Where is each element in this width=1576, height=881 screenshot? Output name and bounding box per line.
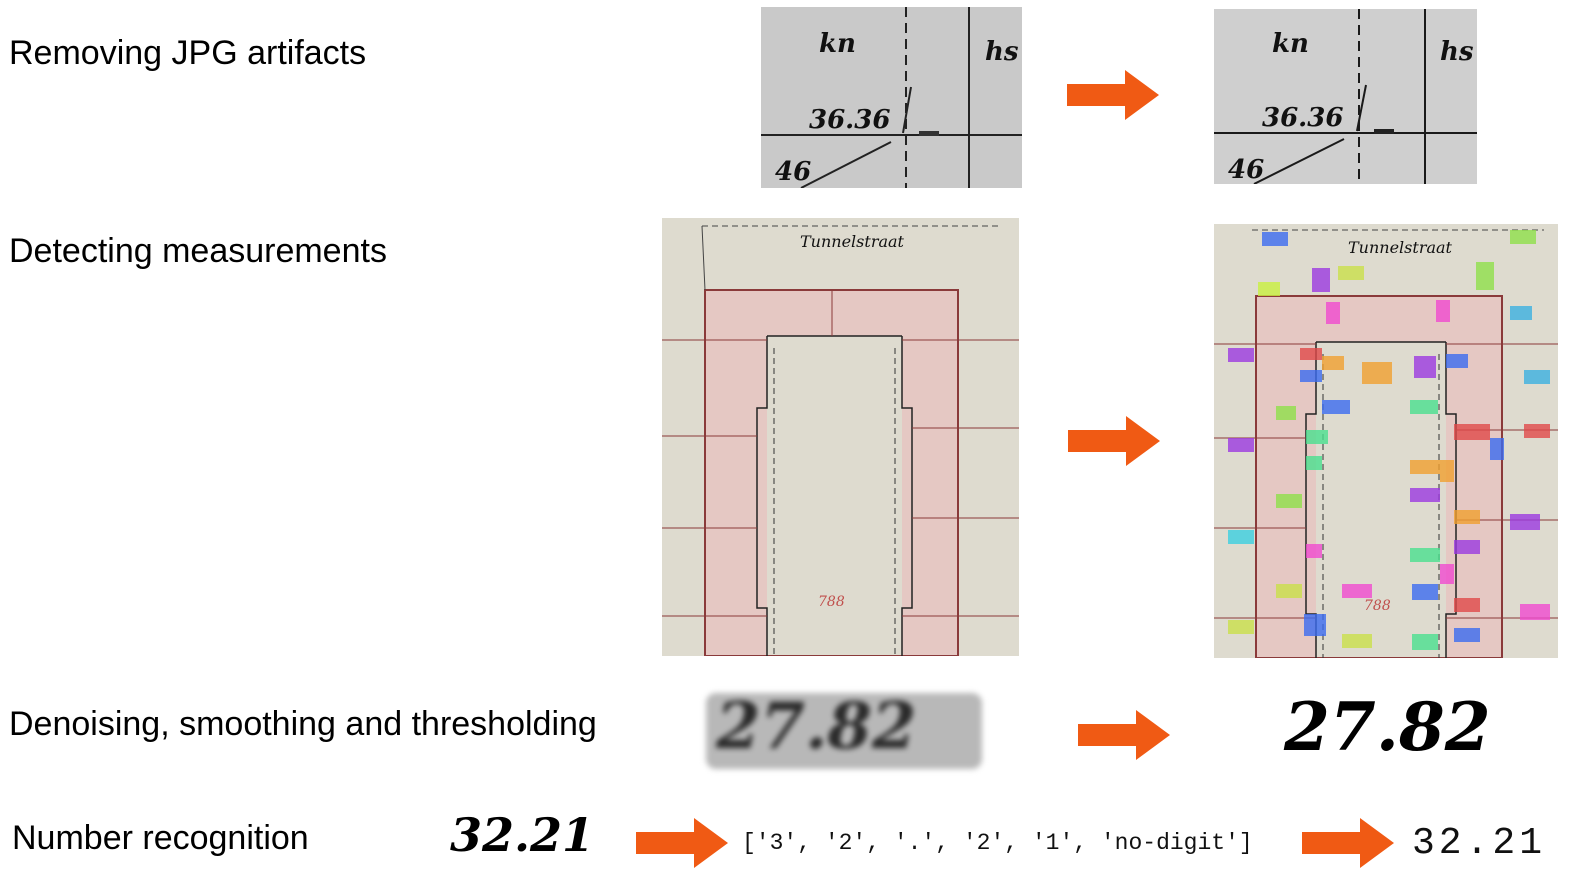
plan-output-drawing [1214, 229, 1558, 658]
arrow-icon [1302, 818, 1394, 868]
jpg-output-value: 36.36 [1262, 103, 1344, 133]
plan-output-parcel: 788 [1364, 598, 1391, 614]
plan-input-parcel: 788 [818, 594, 845, 610]
jpg-output-top-right: hs [1440, 37, 1474, 67]
jpg-output-scan: kn hs 36.36 46 [1214, 9, 1477, 184]
plan-input: Tunnelstraat 788 [662, 218, 1019, 656]
denoise-input-value: 27.82 [716, 693, 917, 764]
recognition-output: 32.21 [1412, 822, 1547, 865]
jpg-input-lines [761, 7, 1022, 188]
plan-output-header: Tunnelstraat [1348, 238, 1452, 257]
denoise-input: 27.82 [706, 693, 982, 769]
detection-boxes [1228, 230, 1550, 650]
arrow-icon [636, 818, 728, 868]
recognition-input: 32.21 [450, 808, 595, 862]
recognition-tokens: ['3', '2', '.', '2', '1', 'no-digit'] [742, 830, 1253, 856]
jpg-input-top-left: kn [819, 29, 856, 59]
denoise-output: 27.82 [1280, 690, 1540, 772]
jpg-output-bottom: 46 [1228, 155, 1265, 184]
plan-input-header: Tunnelstraat [800, 232, 904, 251]
step-label-detect: Detecting measurements [9, 232, 387, 270]
step-label-jpg: Removing JPG artifacts [9, 34, 367, 72]
jpg-output-lines [1214, 9, 1477, 184]
arrow-icon [1067, 70, 1159, 120]
jpg-input-bottom: 46 [775, 157, 812, 187]
denoise-output-value: 27.82 [1284, 690, 1491, 766]
arrow-icon [1078, 710, 1170, 760]
arrow-icon [1068, 416, 1160, 466]
step-label-denoise: Denoising, smoothing and thresholding [9, 705, 597, 743]
step-label-recognition: Number recognition [12, 819, 309, 857]
jpg-input-scan: kn hs 36.36 46 [761, 7, 1022, 188]
plan-input-drawing [662, 225, 1019, 656]
jpg-input-value: 36.36 [809, 105, 891, 135]
plan-output: Tunnelstraat 788 [1214, 224, 1558, 658]
jpg-output-top-left: kn [1272, 29, 1309, 59]
jpg-input-top-right: hs [985, 37, 1019, 67]
